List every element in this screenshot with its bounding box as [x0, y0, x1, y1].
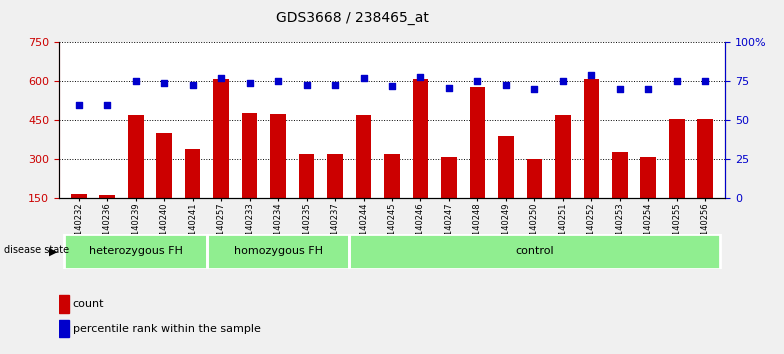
- Point: [358, 75, 370, 81]
- Bar: [527, 159, 543, 237]
- Text: homozygous FH: homozygous FH: [234, 246, 322, 256]
- Point: [328, 82, 341, 87]
- Point: [614, 86, 626, 92]
- Text: heterozygous FH: heterozygous FH: [89, 246, 183, 256]
- Bar: [356, 115, 372, 237]
- Bar: [327, 154, 343, 237]
- Point: [129, 79, 142, 84]
- Point: [72, 102, 85, 108]
- Point: [699, 79, 712, 84]
- Bar: [299, 154, 314, 237]
- Point: [158, 80, 170, 86]
- Bar: [470, 87, 485, 237]
- Point: [557, 79, 569, 84]
- Bar: [59, 320, 68, 337]
- Bar: [156, 133, 172, 237]
- Point: [528, 86, 541, 92]
- Text: count: count: [72, 299, 104, 309]
- Bar: [241, 113, 257, 237]
- Text: percentile rank within the sample: percentile rank within the sample: [72, 324, 260, 334]
- Text: ▶: ▶: [49, 247, 57, 257]
- Point: [386, 83, 398, 89]
- Bar: [412, 79, 428, 237]
- Bar: [612, 152, 628, 237]
- Bar: [441, 157, 457, 237]
- Bar: [100, 195, 115, 237]
- Point: [215, 75, 227, 81]
- Point: [187, 82, 199, 87]
- Bar: [384, 154, 400, 237]
- Bar: [207, 234, 350, 269]
- Bar: [128, 115, 143, 237]
- Bar: [698, 119, 713, 237]
- Bar: [59, 295, 68, 313]
- Point: [272, 79, 285, 84]
- Bar: [669, 119, 684, 237]
- Bar: [64, 234, 207, 269]
- Bar: [270, 114, 286, 237]
- Bar: [641, 157, 656, 237]
- Point: [414, 74, 426, 80]
- Point: [670, 79, 683, 84]
- Point: [471, 79, 484, 84]
- Text: GDS3668 / 238465_at: GDS3668 / 238465_at: [277, 11, 429, 25]
- Bar: [350, 234, 720, 269]
- Bar: [185, 149, 201, 237]
- Text: control: control: [515, 246, 554, 256]
- Point: [499, 82, 512, 87]
- Bar: [213, 79, 229, 237]
- Bar: [71, 194, 86, 237]
- Point: [642, 86, 655, 92]
- Bar: [498, 136, 514, 237]
- Text: disease state: disease state: [4, 245, 69, 255]
- Point: [101, 102, 114, 108]
- Point: [300, 82, 313, 87]
- Point: [243, 80, 256, 86]
- Bar: [555, 115, 571, 237]
- Bar: [583, 79, 599, 237]
- Point: [443, 85, 456, 91]
- Point: [585, 72, 597, 78]
